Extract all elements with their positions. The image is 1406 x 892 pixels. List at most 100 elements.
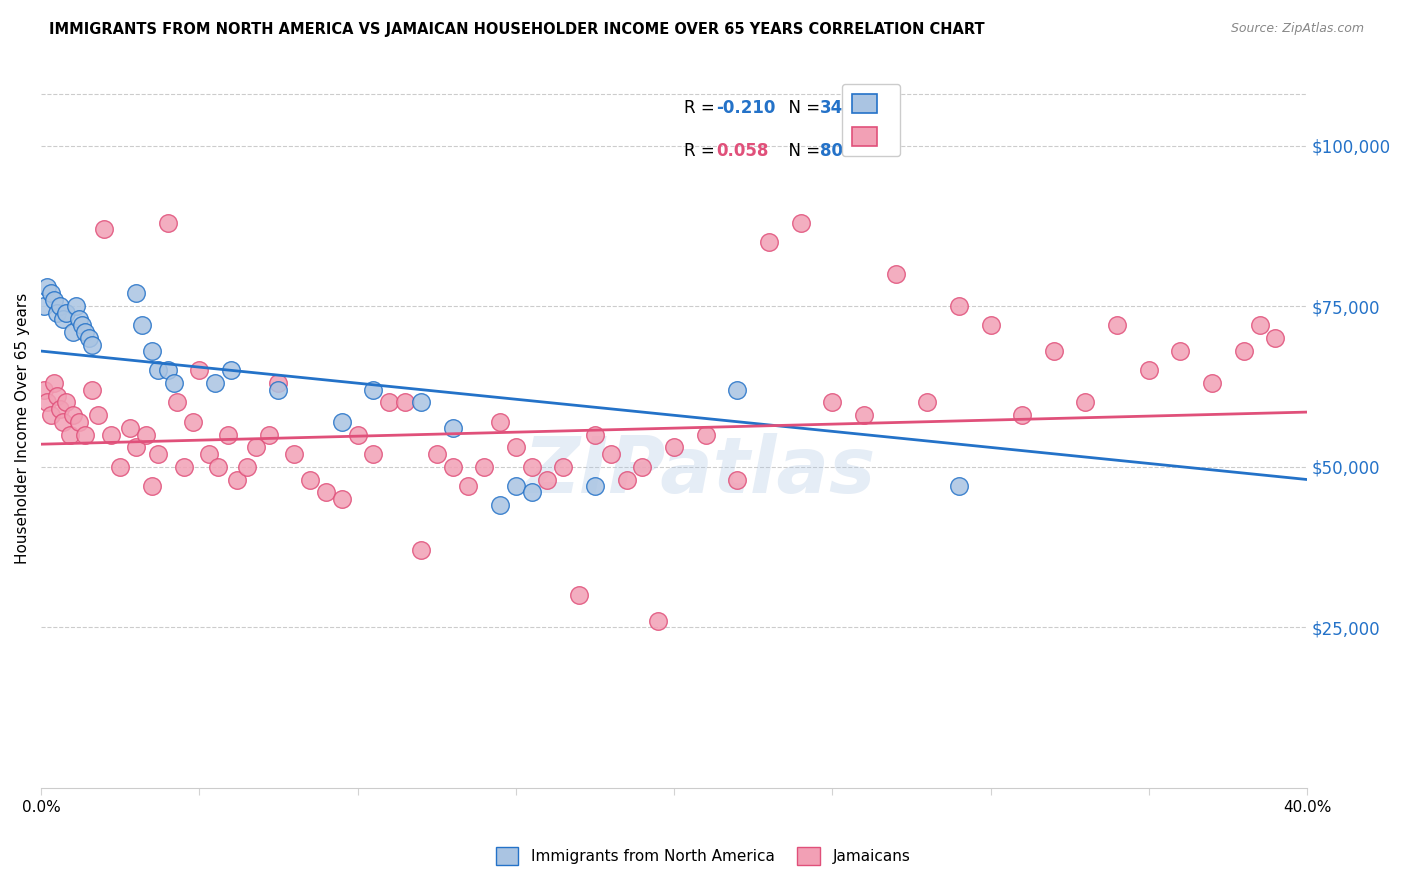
Point [37, 395, 59, 409]
Point [72, 318, 94, 333]
Point [536, 473, 558, 487]
Point [52, 312, 75, 326]
Point [166, 395, 188, 409]
Point [207, 459, 229, 474]
Point [87, 409, 110, 423]
Point [75, 427, 97, 442]
Point [131, 318, 153, 333]
Point [520, 459, 543, 474]
Point [148, 363, 170, 377]
Point [505, 479, 527, 493]
Text: Source: ZipAtlas.com: Source: ZipAtlas.com [1230, 22, 1364, 36]
Point [267, 383, 290, 397]
Point [472, 459, 495, 474]
Point [1170, 344, 1192, 359]
Text: 0.058: 0.058 [716, 142, 768, 161]
Point [198, 447, 221, 461]
Point [156, 363, 179, 377]
Point [135, 427, 157, 442]
Point [647, 614, 669, 628]
Text: -0.210: -0.210 [716, 99, 775, 117]
Point [980, 318, 1002, 333]
Point [330, 491, 353, 506]
Point [821, 395, 844, 409]
Point [181, 415, 204, 429]
Point [55, 395, 77, 409]
Point [409, 543, 432, 558]
Point [125, 441, 148, 455]
Point [948, 299, 970, 313]
Point [1264, 331, 1286, 345]
Point [141, 479, 163, 493]
Point [226, 473, 249, 487]
Point [125, 286, 148, 301]
Point [915, 395, 938, 409]
Point [583, 479, 606, 493]
Point [163, 376, 186, 391]
Point [553, 459, 575, 474]
Point [1043, 344, 1066, 359]
Point [1249, 318, 1271, 333]
Point [315, 485, 337, 500]
Point [39, 409, 62, 423]
Point [245, 441, 267, 455]
Point [32, 299, 55, 313]
Point [725, 383, 748, 397]
Point [1074, 395, 1097, 409]
Point [65, 299, 87, 313]
Point [52, 415, 75, 429]
Point [505, 441, 527, 455]
Legend: , : , [842, 84, 900, 156]
Point [346, 427, 368, 442]
Point [789, 216, 811, 230]
Point [394, 395, 416, 409]
Point [156, 216, 179, 230]
Point [37, 280, 59, 294]
Point [39, 286, 62, 301]
Point [188, 363, 211, 377]
Point [42, 376, 65, 391]
Point [75, 325, 97, 339]
Point [204, 376, 226, 391]
Point [1011, 409, 1033, 423]
Point [1137, 363, 1160, 377]
Point [616, 473, 638, 487]
Point [93, 222, 115, 236]
Point [426, 447, 449, 461]
Point [378, 395, 401, 409]
Point [58, 427, 80, 442]
Point [695, 427, 717, 442]
Point [489, 498, 512, 512]
Point [100, 427, 122, 442]
Point [1233, 344, 1256, 359]
Point [330, 415, 353, 429]
Point [118, 421, 141, 435]
Point [80, 337, 103, 351]
Point [45, 305, 67, 319]
Point [62, 409, 84, 423]
Text: ZIPatlas: ZIPatlas [523, 434, 876, 509]
Point [236, 459, 259, 474]
Text: N =: N = [778, 99, 825, 117]
Point [948, 479, 970, 493]
Point [67, 312, 90, 326]
Point [631, 459, 654, 474]
Point [489, 415, 512, 429]
Point [42, 293, 65, 307]
Text: R =: R = [685, 99, 720, 117]
Point [55, 305, 77, 319]
Point [217, 427, 239, 442]
Point [267, 376, 290, 391]
Point [173, 459, 195, 474]
Point [852, 409, 875, 423]
Point [583, 427, 606, 442]
Point [219, 363, 242, 377]
Point [1107, 318, 1129, 333]
Point [725, 473, 748, 487]
Text: 80: 80 [820, 142, 842, 161]
Point [441, 421, 464, 435]
Point [283, 447, 305, 461]
Point [67, 415, 90, 429]
Text: 34: 34 [820, 99, 842, 117]
Point [257, 427, 280, 442]
